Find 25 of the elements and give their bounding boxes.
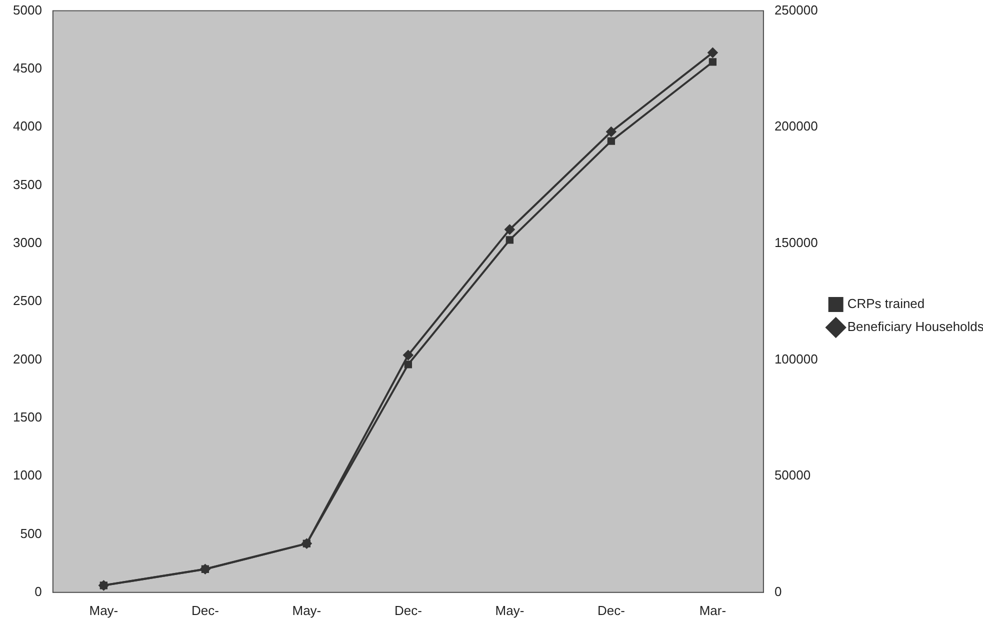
y2-tick-label: 150000 xyxy=(774,235,818,250)
x-tick-label: May- xyxy=(292,602,322,618)
x-tick-label: Dec- xyxy=(394,602,422,618)
y-tick-label: 500 xyxy=(20,526,42,541)
y2-tick-label: 100000 xyxy=(774,351,818,366)
y2-tick-label: 250000 xyxy=(774,2,818,18)
y-tick-label: 3000 xyxy=(13,235,42,250)
x-tick-label: Dec- xyxy=(597,602,625,618)
y-tick-label: 1000 xyxy=(13,468,42,483)
x-tick-label: May- xyxy=(89,602,118,618)
y2-tick-label: 50000 xyxy=(774,468,811,483)
x-tick-label: Dec- xyxy=(191,602,219,618)
y-tick-label: 5000 xyxy=(13,2,42,18)
x-tick-label: Mar- xyxy=(699,602,726,618)
y-tick-label: 2000 xyxy=(13,351,42,366)
y-tick-label: 0 xyxy=(34,584,42,599)
y-tick-label: 4000 xyxy=(13,118,42,134)
y-tick-label: 3500 xyxy=(13,176,42,192)
y2-tick-label: 0 xyxy=(774,584,782,599)
y-tick-label: 2500 xyxy=(13,293,42,308)
y-tick-label: 1500 xyxy=(13,410,42,424)
legend-label: CRPs trained xyxy=(847,296,925,312)
x-tick-label: May- xyxy=(495,602,524,618)
y2-tick-label: 200000 xyxy=(774,118,818,134)
y-tick-label: 4500 xyxy=(13,60,42,76)
